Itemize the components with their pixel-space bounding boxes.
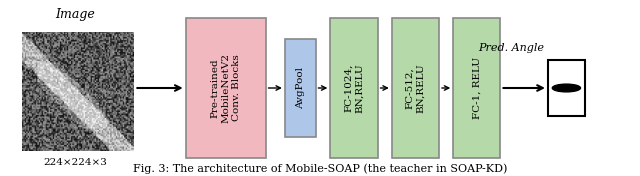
Text: Image: Image	[56, 8, 95, 21]
Text: Pred. Angle: Pred. Angle	[479, 43, 545, 53]
Bar	[330, 18, 378, 158]
Text: FC-1024,
BN,RELU: FC-1024, BN,RELU	[344, 63, 364, 113]
Text: FC-512,
BN,RELU: FC-512, BN,RELU	[405, 63, 426, 113]
Bar	[186, 18, 266, 158]
Circle shape	[552, 84, 580, 92]
Bar	[392, 18, 439, 158]
Text: 224×224×3: 224×224×3	[44, 158, 108, 167]
Text: FC-1, RELU: FC-1, RELU	[472, 57, 481, 119]
Text: Fig. 3: The architecture of Mobile-SOAP (the teacher in SOAP-KD): Fig. 3: The architecture of Mobile-SOAP …	[133, 164, 507, 174]
Bar	[548, 60, 585, 116]
Bar	[285, 39, 316, 137]
Text: Pre-trained
MobileNetV2
Conv. Blocks: Pre-trained MobileNetV2 Conv. Blocks	[210, 53, 241, 123]
Text: AvgPool: AvgPool	[296, 67, 305, 109]
Bar	[453, 18, 500, 158]
